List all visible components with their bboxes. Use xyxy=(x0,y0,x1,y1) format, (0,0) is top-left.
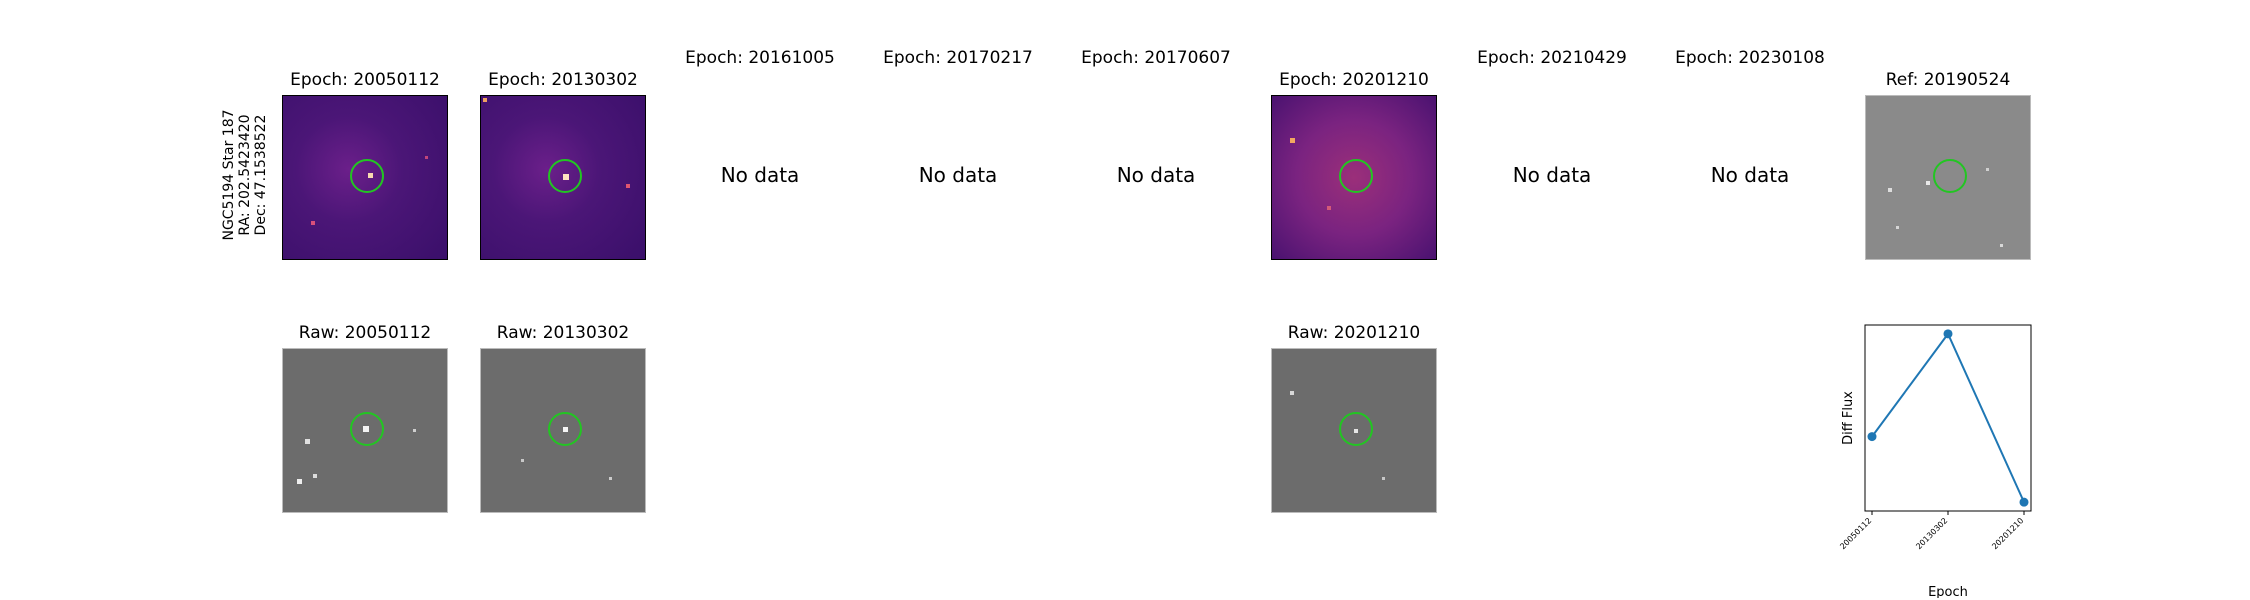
x-tick-label: 20201210 xyxy=(1990,516,2025,551)
no-data-20210429: No data xyxy=(1512,163,1592,187)
star-name: NGC5194 Star 187 xyxy=(221,109,237,241)
diff-image-20201210 xyxy=(1271,95,1437,260)
target-circle-icon xyxy=(548,159,582,193)
star-ra: RA: 202.5423420 xyxy=(237,114,253,236)
target-circle-icon xyxy=(548,412,582,446)
no-data-20170217: No data xyxy=(918,163,998,187)
data-point xyxy=(1867,432,1877,442)
epoch-title-1: Epoch: 20050112 xyxy=(290,70,440,90)
star-dec: Dec: 47.1538522 xyxy=(253,114,269,236)
epoch-title-8: Epoch: 20230108 xyxy=(1675,48,1825,68)
y-axis-label: Diff Flux xyxy=(1841,391,1856,445)
diff-image-20050112 xyxy=(282,95,448,260)
target-circle-icon xyxy=(1339,412,1373,446)
epoch-title-3: Epoch: 20161005 xyxy=(685,48,835,68)
star-label: NGC5194 Star 187 RA: 202.5423420 Dec: 47… xyxy=(221,109,269,240)
raw-image-20130302 xyxy=(480,348,646,513)
data-point xyxy=(1943,329,1953,339)
epoch-title-7: Epoch: 20210429 xyxy=(1477,48,1627,68)
data-point xyxy=(2019,497,2029,507)
target-circle-icon xyxy=(350,412,384,446)
target-circle-icon xyxy=(1933,159,1967,193)
epoch-title-2: Epoch: 20130302 xyxy=(488,70,638,90)
raw-title-20201210: Raw: 20201210 xyxy=(1287,323,1421,343)
light-curve-chart: 20050112 20130302 20201210 Diff Flux Epoch xyxy=(1838,324,2032,598)
raw-title-20050112: Raw: 20050112 xyxy=(298,323,432,343)
target-circle-icon xyxy=(1339,159,1373,193)
no-data-20170607: No data xyxy=(1116,163,1196,187)
ref-title: Ref: 20190524 xyxy=(1885,70,2011,90)
epoch-title-4: Epoch: 20170217 xyxy=(883,48,1033,68)
plot-frame xyxy=(1864,324,2032,512)
ref-image xyxy=(1865,95,2031,260)
series-line xyxy=(1871,331,2025,503)
target-circle-icon xyxy=(350,159,384,193)
no-data-20230108: No data xyxy=(1710,163,1790,187)
epoch-title-5: Epoch: 20170607 xyxy=(1081,48,1231,68)
x-tick-label: 20130302 xyxy=(1914,516,1949,551)
epoch-title-6: Epoch: 20201210 xyxy=(1279,70,1429,90)
raw-title-20130302: Raw: 20130302 xyxy=(496,323,630,343)
diff-image-20130302 xyxy=(480,95,646,260)
raw-image-20201210 xyxy=(1271,348,1437,513)
x-tick-label: 20050112 xyxy=(1838,516,1873,551)
no-data-20161005: No data xyxy=(720,163,800,187)
x-axis-label: Epoch xyxy=(1928,585,1968,598)
raw-image-20050112 xyxy=(282,348,448,513)
